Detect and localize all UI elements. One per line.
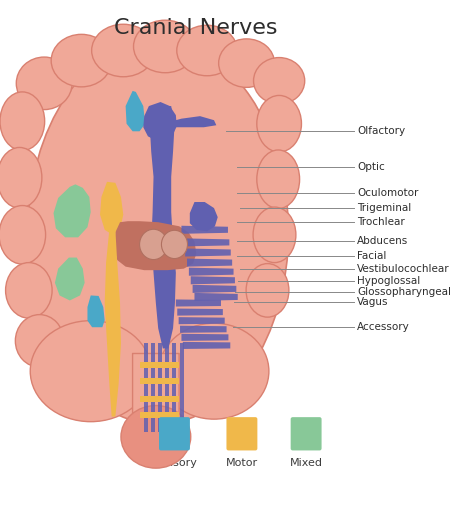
Ellipse shape: [15, 315, 64, 367]
Text: Vestibulocochlear: Vestibulocochlear: [357, 264, 450, 274]
Text: Abducens: Abducens: [357, 236, 409, 246]
Ellipse shape: [0, 147, 42, 208]
Text: Sensory: Sensory: [152, 458, 197, 468]
Ellipse shape: [246, 264, 289, 317]
Polygon shape: [55, 258, 85, 300]
Ellipse shape: [162, 230, 188, 259]
Ellipse shape: [51, 34, 112, 87]
Polygon shape: [182, 334, 228, 341]
Ellipse shape: [257, 95, 301, 152]
Text: Trochlear: Trochlear: [357, 217, 405, 227]
Bar: [144, 343, 148, 432]
Bar: [139, 412, 179, 418]
Text: Olfactory: Olfactory: [357, 126, 405, 136]
Polygon shape: [105, 230, 121, 417]
Ellipse shape: [121, 406, 191, 468]
Polygon shape: [176, 299, 221, 307]
Text: Cranial Nerves: Cranial Nerves: [114, 18, 277, 38]
FancyBboxPatch shape: [133, 354, 179, 444]
Bar: [180, 343, 184, 432]
Polygon shape: [88, 295, 105, 327]
Polygon shape: [143, 102, 177, 140]
Polygon shape: [150, 106, 176, 348]
Polygon shape: [183, 238, 229, 246]
Ellipse shape: [134, 20, 197, 73]
Ellipse shape: [253, 207, 296, 263]
Ellipse shape: [6, 263, 52, 318]
Text: Accessory: Accessory: [357, 322, 410, 332]
Polygon shape: [100, 182, 123, 235]
Bar: [164, 343, 169, 432]
Bar: [151, 343, 155, 432]
Text: Oculomotor: Oculomotor: [357, 188, 419, 198]
FancyBboxPatch shape: [227, 417, 257, 450]
Ellipse shape: [257, 150, 300, 209]
Text: Motor: Motor: [226, 458, 258, 468]
Polygon shape: [54, 184, 91, 237]
Polygon shape: [183, 342, 230, 349]
Polygon shape: [182, 226, 228, 234]
Bar: [172, 343, 176, 432]
Polygon shape: [114, 221, 196, 270]
Text: Trigeminal: Trigeminal: [357, 203, 411, 213]
Polygon shape: [180, 326, 227, 333]
Bar: [139, 396, 179, 402]
Ellipse shape: [0, 206, 46, 264]
FancyBboxPatch shape: [291, 417, 321, 450]
Ellipse shape: [30, 321, 151, 422]
Text: Optic: Optic: [357, 162, 385, 172]
Ellipse shape: [139, 229, 167, 260]
Ellipse shape: [28, 40, 289, 424]
Polygon shape: [172, 116, 216, 127]
Ellipse shape: [159, 323, 269, 419]
Polygon shape: [185, 248, 231, 257]
Ellipse shape: [177, 25, 237, 76]
Text: Mixed: Mixed: [290, 458, 323, 468]
Text: Facial: Facial: [357, 250, 387, 261]
Ellipse shape: [0, 92, 45, 150]
Text: Glossopharyngeal: Glossopharyngeal: [357, 287, 451, 297]
Ellipse shape: [219, 39, 274, 87]
Ellipse shape: [254, 58, 305, 104]
Polygon shape: [177, 309, 223, 316]
Bar: [158, 343, 163, 432]
Bar: [139, 362, 179, 368]
Text: Hypoglossal: Hypoglossal: [357, 276, 420, 286]
FancyBboxPatch shape: [159, 417, 190, 450]
Polygon shape: [191, 276, 235, 284]
Polygon shape: [187, 259, 232, 267]
Polygon shape: [126, 91, 145, 131]
Polygon shape: [190, 202, 218, 231]
Polygon shape: [179, 317, 225, 324]
Ellipse shape: [16, 57, 72, 110]
Text: Vagus: Vagus: [357, 297, 389, 307]
Bar: [139, 378, 179, 384]
Polygon shape: [194, 293, 238, 301]
Ellipse shape: [91, 24, 155, 77]
Polygon shape: [192, 285, 237, 293]
Polygon shape: [189, 268, 234, 276]
